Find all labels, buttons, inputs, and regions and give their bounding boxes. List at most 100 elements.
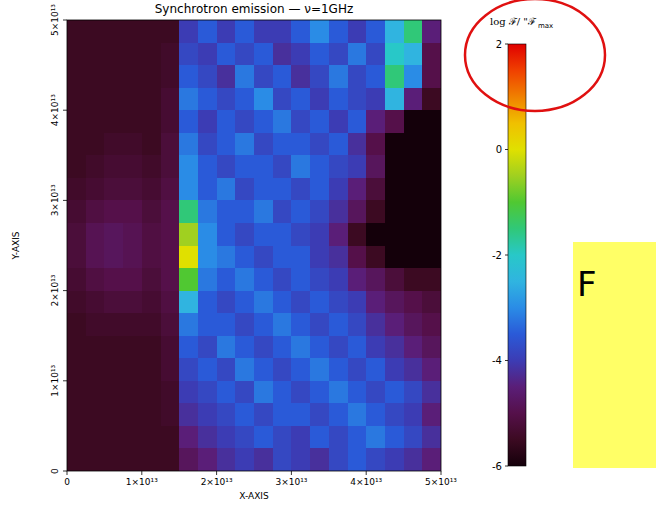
heatmap-cell: [291, 403, 310, 426]
heatmap-cell: [67, 358, 86, 381]
annotation-text: F: [577, 264, 597, 304]
heatmap-cell: [273, 291, 292, 314]
heatmap-cell: [123, 65, 142, 88]
x-tick: [366, 471, 367, 475]
heatmap-cell: [217, 426, 236, 449]
heatmap-cell: [366, 426, 385, 449]
heatmap-cell: [329, 65, 348, 88]
heatmap-cell: [348, 133, 367, 156]
heatmap-cell: [329, 291, 348, 314]
colorbar-tick: [505, 149, 508, 150]
heatmap-cell: [273, 133, 292, 156]
heatmap-cell: [67, 336, 86, 359]
heatmap-cell: [198, 20, 217, 43]
heatmap-cell: [86, 155, 105, 178]
x-tick: [216, 471, 217, 475]
heatmap-cell: [161, 313, 180, 336]
heatmap-cell: [179, 200, 198, 223]
heatmap-cell: [404, 43, 423, 66]
heatmap-cell: [273, 200, 292, 223]
heatmap-cell: [67, 200, 86, 223]
heatmap-cell: [348, 358, 367, 381]
heatmap-cell: [273, 448, 292, 471]
heatmap-cell: [254, 403, 273, 426]
heatmap-cell: [385, 426, 404, 449]
heatmap-cell: [310, 110, 329, 133]
heatmap-cell: [142, 88, 161, 111]
heatmap-cell: [348, 200, 367, 223]
heatmap-cell: [67, 178, 86, 201]
heatmap-cell: [86, 381, 105, 404]
heatmap-cell: [254, 88, 273, 111]
heatmap-cell: [291, 313, 310, 336]
heatmap-cell: [104, 448, 123, 471]
heatmap-cell: [198, 133, 217, 156]
heatmap-cell: [385, 110, 404, 133]
heatmap-cell: [142, 381, 161, 404]
heatmap-cell: [104, 403, 123, 426]
heatmap-cell: [104, 268, 123, 291]
heatmap-cell: [348, 88, 367, 111]
heatmap-cell: [67, 88, 86, 111]
heatmap-cell: [179, 133, 198, 156]
y-tick-label: 2×10¹³: [50, 274, 60, 306]
heatmap-cell: [198, 403, 217, 426]
heatmap-cell: [404, 268, 423, 291]
heatmap-cell: [198, 88, 217, 111]
heatmap-cell: [291, 246, 310, 269]
heatmap-cell: [217, 268, 236, 291]
heatmap-cell: [217, 291, 236, 314]
heatmap-cell: [235, 43, 254, 66]
heatmap-cell: [404, 20, 423, 43]
heatmap-cell: [235, 200, 254, 223]
heatmap-cell: [142, 155, 161, 178]
heatmap-cell: [254, 223, 273, 246]
heatmap-cell: [235, 358, 254, 381]
heatmap-cell: [104, 110, 123, 133]
heatmap-cell: [142, 43, 161, 66]
y-tick: [63, 471, 67, 472]
heatmap-cell: [123, 448, 142, 471]
heatmap-cell: [104, 178, 123, 201]
heatmap-cell: [142, 133, 161, 156]
heatmap-cell: [422, 43, 441, 66]
heatmap-cell: [179, 358, 198, 381]
heatmap-cell: [273, 336, 292, 359]
heatmap-cell: [366, 246, 385, 269]
heatmap-cell: [422, 65, 441, 88]
heatmap-cell: [329, 336, 348, 359]
heatmap-cell: [86, 246, 105, 269]
x-tick-label: 0: [64, 477, 70, 487]
heatmap-cell: [67, 20, 86, 43]
heatmap-cell: [161, 200, 180, 223]
heatmap-cell: [404, 200, 423, 223]
heatmap-cell: [404, 403, 423, 426]
heatmap-cell: [142, 358, 161, 381]
heatmap-cell: [67, 65, 86, 88]
heatmap-cell: [254, 268, 273, 291]
y-axis-title: Y-AXIS: [11, 231, 21, 260]
heatmap-cell: [123, 381, 142, 404]
heatmap-cell: [329, 43, 348, 66]
heatmap-cell: [385, 178, 404, 201]
heatmap-cell: [310, 223, 329, 246]
heatmap-cell: [310, 313, 329, 336]
heatmap-cell: [366, 448, 385, 471]
heatmap-cell: [235, 403, 254, 426]
heatmap-cell: [104, 133, 123, 156]
heatmap-cell: [404, 133, 423, 156]
heatmap-cell: [198, 268, 217, 291]
y-tick: [63, 110, 67, 111]
heatmap-cell: [86, 358, 105, 381]
heatmap-cell: [291, 178, 310, 201]
heatmap-cell: [161, 110, 180, 133]
heatmap-cell: [217, 313, 236, 336]
heatmap-cell: [67, 155, 86, 178]
heatmap-cell: [217, 88, 236, 111]
heatmap-cell: [404, 426, 423, 449]
heatmap-cell: [310, 268, 329, 291]
heatmap-cell: [67, 448, 86, 471]
heatmap-cell: [123, 20, 142, 43]
heatmap-cell: [161, 65, 180, 88]
heatmap-cell: [161, 43, 180, 66]
